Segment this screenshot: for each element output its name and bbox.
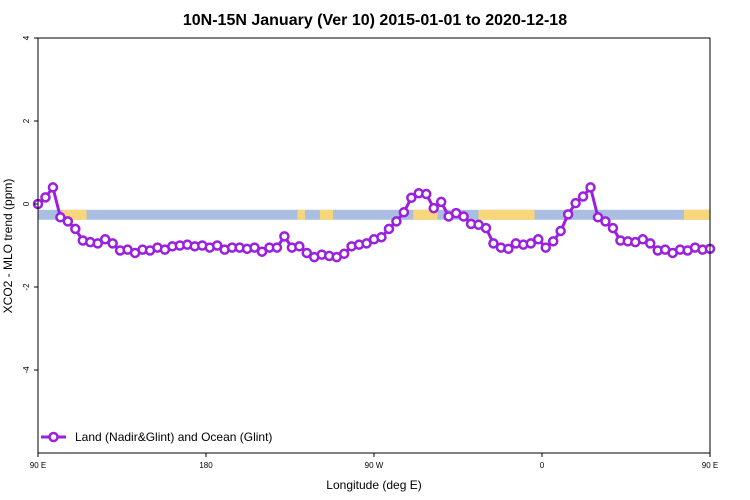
y-tick-label: 4 bbox=[22, 35, 31, 40]
data-point bbox=[62, 216, 74, 227]
data-point bbox=[577, 191, 589, 202]
data-point bbox=[458, 211, 469, 222]
land-segment-3 bbox=[413, 209, 438, 220]
data-point bbox=[107, 238, 118, 249]
y-axis-label: XCO2 - MLO trend (ppm) bbox=[1, 179, 15, 314]
legend-label: Land (Nadir&Glint) and Ocean (Glint) bbox=[75, 430, 272, 444]
y-tick-label: -4 bbox=[22, 366, 31, 374]
x-tick-label: 180 bbox=[199, 461, 213, 470]
x-tick-label: 90 E bbox=[30, 461, 46, 470]
data-point bbox=[570, 197, 581, 209]
data-point bbox=[294, 241, 305, 252]
data-point bbox=[301, 247, 313, 259]
data-point bbox=[533, 234, 544, 245]
data-point bbox=[249, 242, 260, 253]
data-point bbox=[279, 231, 290, 242]
data-point bbox=[383, 223, 395, 235]
data-point bbox=[211, 240, 223, 251]
x-axis-label: Longitude (deg E) bbox=[326, 478, 421, 492]
data-point bbox=[406, 192, 417, 204]
series-layer bbox=[32, 182, 716, 263]
data-point bbox=[338, 248, 350, 260]
legend: Land (Nadir&Glint) and Ocean (Glint) bbox=[41, 430, 272, 444]
data-point bbox=[600, 216, 611, 227]
land-segment-5 bbox=[683, 209, 710, 220]
x-tick-label: 0 bbox=[540, 461, 545, 470]
data-point bbox=[428, 202, 439, 214]
data-point bbox=[421, 188, 432, 200]
data-point bbox=[55, 212, 66, 223]
data-point bbox=[547, 236, 559, 247]
y-tick-label: 0 bbox=[22, 201, 31, 206]
data-point bbox=[555, 225, 566, 237]
data-point bbox=[376, 231, 387, 243]
data-point bbox=[592, 212, 604, 223]
data-point bbox=[40, 192, 51, 203]
land-segment-1 bbox=[297, 209, 305, 220]
x-tick-label: 90 E bbox=[702, 461, 718, 470]
data-point bbox=[637, 234, 649, 245]
ocean-band bbox=[38, 209, 710, 220]
y-tick-label: 2 bbox=[22, 118, 31, 123]
land-segment-0 bbox=[62, 209, 87, 220]
data-point bbox=[645, 238, 656, 249]
plot-frame bbox=[37, 37, 711, 454]
land-segment-2 bbox=[319, 209, 333, 220]
data-point bbox=[398, 207, 410, 218]
y-tick-label: -2 bbox=[22, 283, 31, 291]
x-axis: 90 E 180 90 W 0 90 E bbox=[30, 453, 718, 470]
data-point bbox=[585, 182, 596, 193]
data-point bbox=[525, 238, 537, 249]
x-tick-label: 90 W bbox=[365, 461, 384, 470]
data-point bbox=[540, 242, 551, 253]
data-point bbox=[361, 238, 372, 249]
y-axis: 4 2 0 -2 -4 bbox=[22, 35, 38, 374]
data-point bbox=[562, 209, 574, 220]
data-point bbox=[70, 223, 81, 235]
data-point bbox=[92, 238, 103, 249]
data-point bbox=[391, 216, 402, 227]
legend-marker bbox=[48, 431, 59, 443]
data-point bbox=[488, 238, 499, 249]
chart-title: 10N-15N January (Ver 10) 2015-01-01 to 2… bbox=[183, 12, 567, 29]
data-point bbox=[503, 243, 514, 255]
data-point bbox=[480, 222, 492, 234]
data-point bbox=[435, 196, 447, 208]
land-segment-4 bbox=[478, 209, 535, 220]
data-point bbox=[607, 222, 619, 234]
data-point bbox=[256, 246, 268, 257]
land-ocean-band bbox=[38, 209, 710, 220]
data-point bbox=[99, 234, 111, 245]
data-point bbox=[271, 242, 283, 253]
data-point bbox=[47, 182, 59, 193]
